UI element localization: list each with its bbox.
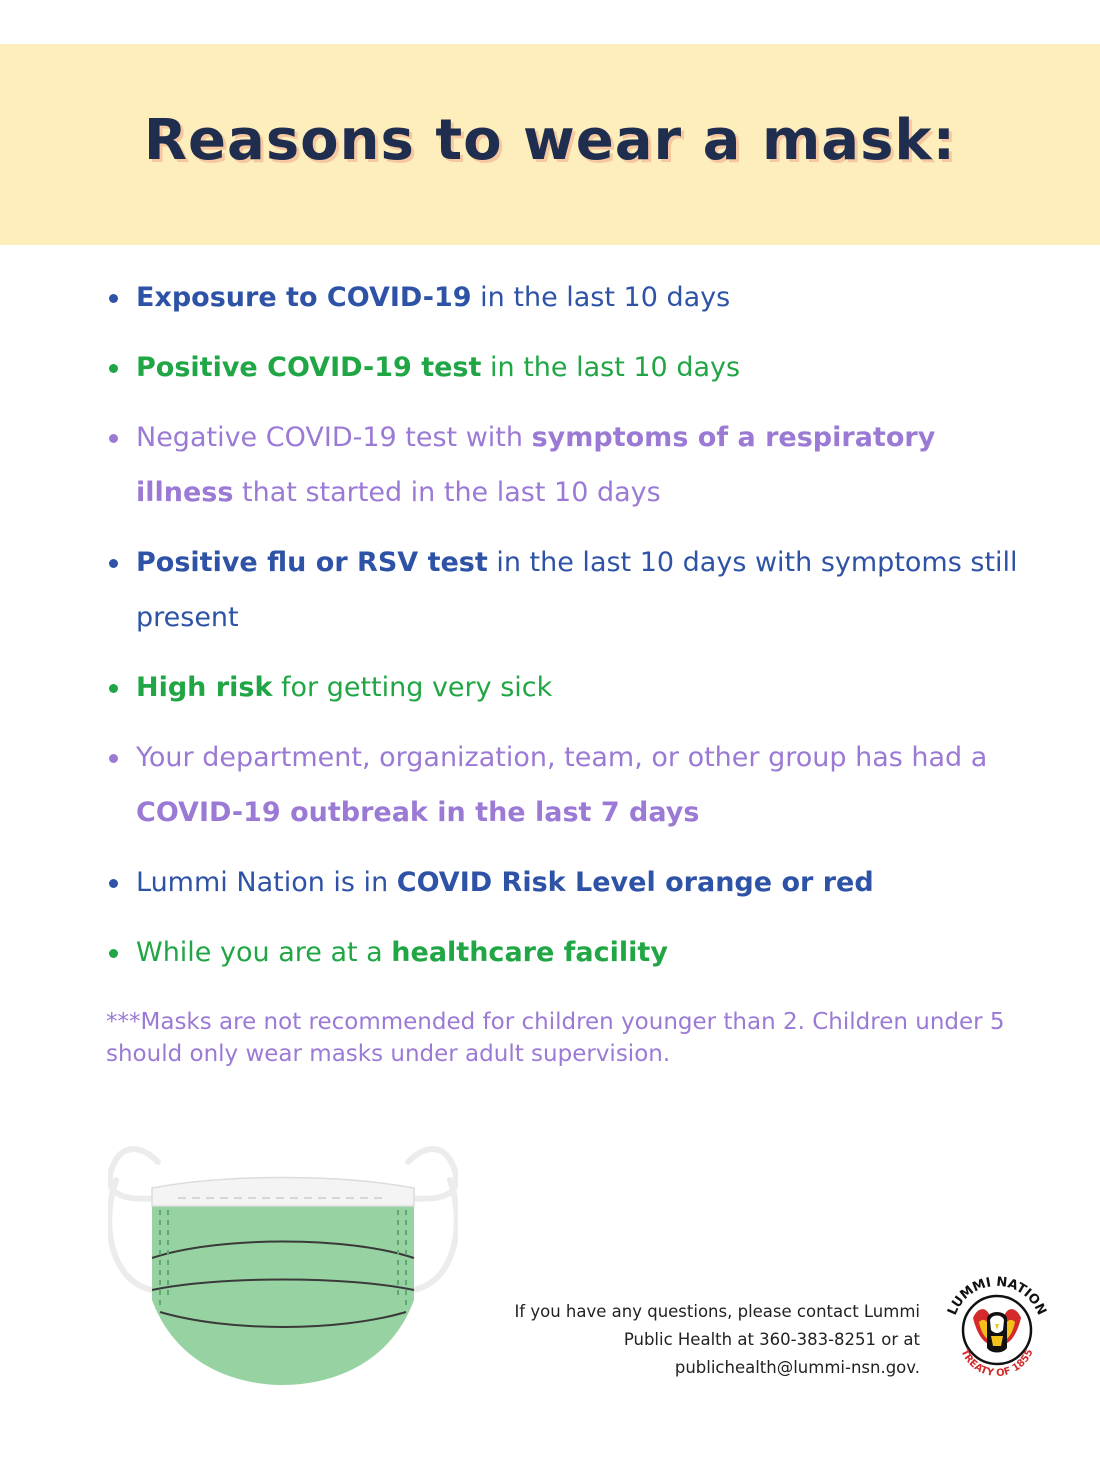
list-item: High risk for getting very sick [105, 660, 1035, 715]
reasons-list: Exposure to COVID-19 in the last 10 days… [105, 270, 1035, 995]
reason-text: Your department, organization, team, or … [136, 742, 988, 773]
reason-emphasis: healthcare facility [391, 937, 668, 968]
face-mask-icon [108, 1146, 458, 1385]
page-title: Reasons to wear a mask: [143, 108, 957, 173]
bullet-icon [109, 754, 118, 763]
reason-emphasis: High risk [136, 672, 273, 703]
bullet-icon [109, 294, 118, 303]
contact-line: If you have any questions, please contac… [514, 1302, 920, 1321]
age-note: ***Masks are not recommended for childre… [106, 1009, 1005, 1067]
reason-text: that started in the last 10 days [233, 477, 661, 508]
reason-text: Negative COVID-19 test with [136, 422, 532, 453]
title-banner [0, 44, 1100, 245]
bullet-icon [109, 559, 118, 568]
reason-emphasis: COVID-19 outbreak in the last 7 days [136, 797, 700, 828]
reason-emphasis: Exposure to COVID-19 [136, 282, 472, 313]
lummi-nation-seal-icon: LUMMI NATION TREATY OF 1855 [945, 1275, 1049, 1379]
reason-emphasis: symptoms of a respiratory illness [136, 422, 936, 508]
reason-emphasis: COVID Risk Level orange or red [396, 867, 874, 898]
reason-text: While you are at a [136, 937, 392, 968]
contact-line: Public Health at 360-383-8251 or at [623, 1330, 920, 1349]
contact-email: publichealth@lummi-nsn.gov. [674, 1358, 920, 1377]
bullet-icon [109, 949, 118, 958]
list-item: Negative COVID-19 test with symptoms of … [105, 410, 1035, 520]
reason-text: in the last 10 days with symptoms still … [136, 547, 1018, 633]
reason-emphasis: Positive flu or RSV test [136, 547, 488, 578]
list-item: Exposure to COVID-19 in the last 10 days [105, 270, 1035, 325]
reason-text: in the last 10 days [481, 352, 741, 383]
reason-text: in the last 10 days [471, 282, 731, 313]
list-item: Your department, organization, team, or … [105, 730, 1035, 840]
bullet-icon [109, 434, 118, 443]
list-item: Positive flu or RSV test in the last 10 … [105, 535, 1035, 645]
reason-text: Lummi Nation is in [136, 867, 397, 898]
reason-text: for getting very sick [272, 672, 553, 703]
contact-info: If you have any questions, please contac… [450, 1298, 920, 1382]
list-item: Lummi Nation is in COVID Risk Level oran… [105, 855, 1035, 910]
list-item: Positive COVID-19 test in the last 10 da… [105, 340, 1035, 395]
bullet-icon [109, 364, 118, 373]
bullet-icon [109, 684, 118, 693]
reason-emphasis: Positive COVID-19 test [136, 352, 482, 383]
bullet-icon [109, 879, 118, 888]
list-item: While you are at a healthcare facility [105, 925, 1035, 980]
